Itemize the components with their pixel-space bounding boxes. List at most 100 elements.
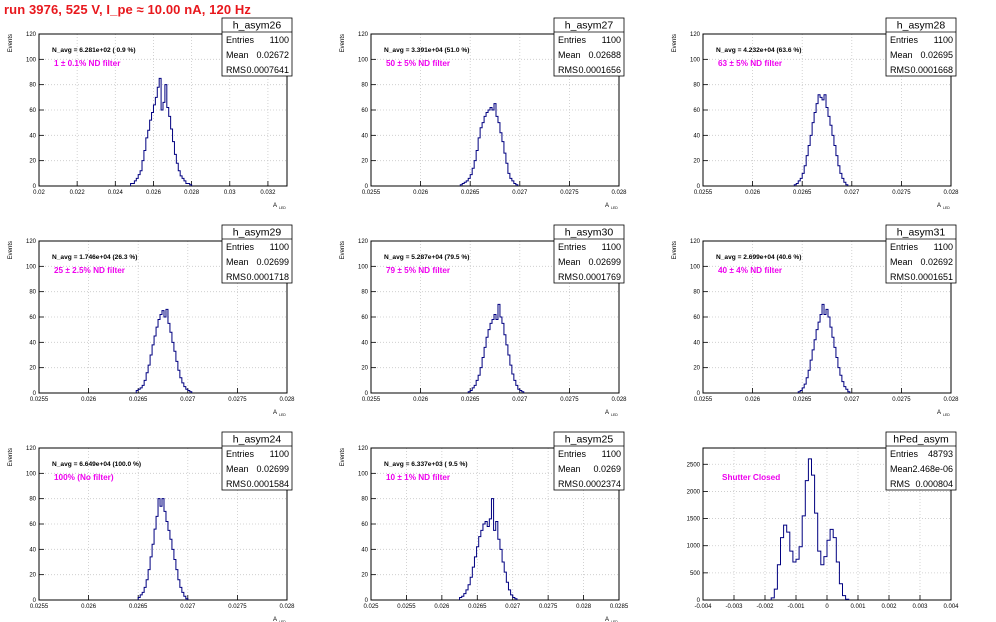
histogram-bin — [492, 110, 494, 186]
stats-box — [221, 431, 293, 491]
histogram-bin — [489, 519, 491, 600]
histogram-bin — [491, 499, 493, 600]
x-tick-label: 0.0275 — [560, 397, 579, 403]
x-tick-label: 0.027 — [844, 190, 860, 196]
histogram-bin — [798, 392, 800, 393]
histogram-bin — [800, 178, 802, 186]
histogram-bin — [182, 592, 184, 600]
stats-label: RMS — [226, 65, 246, 75]
filter-label: 100% (No filter) — [54, 473, 114, 482]
histogram-bin — [178, 370, 180, 393]
histogram-bin — [136, 178, 138, 186]
y-tick-label: 100 — [358, 471, 369, 477]
histogram-bin — [184, 387, 186, 393]
histogram-name: h_asym25 — [565, 434, 614, 446]
x-tick-label: 0.032 — [260, 190, 276, 196]
histogram-bin — [812, 123, 814, 186]
histogram-bin — [781, 538, 784, 600]
histogram-bin — [802, 516, 805, 600]
histogram-bin — [466, 590, 468, 600]
stats-value: 0.0002374 — [578, 479, 621, 489]
histogram-bin — [184, 596, 186, 600]
histogram-bin — [160, 506, 162, 600]
histogram-bin — [828, 116, 830, 186]
stats-label: Entries — [890, 35, 919, 45]
histogram-bin — [821, 565, 824, 600]
stats-label: RMS — [558, 65, 578, 75]
histogram-bin — [490, 323, 492, 393]
y-tick-label: 80 — [361, 83, 368, 89]
histogram-bin — [516, 185, 518, 186]
histogram-bin — [793, 562, 796, 600]
x-tick-label: 0.027 — [180, 604, 196, 610]
y-tick-label: 60 — [693, 315, 700, 321]
histogram-bin — [479, 537, 481, 600]
histogram-bin — [826, 309, 828, 393]
y-tick-label: 20 — [361, 573, 368, 579]
histogram-bin — [131, 183, 133, 186]
x-tick-label: 0.028 — [943, 190, 959, 196]
x-tick-label: 0.0255 — [362, 190, 381, 196]
y-tick-label: 40 — [361, 547, 368, 553]
x-axis-label-sub: LED — [279, 620, 286, 622]
stats-value: 48793 — [928, 449, 953, 459]
histogram-bin — [142, 385, 144, 393]
histogram-name: h_asym26 — [233, 20, 282, 32]
x-tick-label: 0.026 — [413, 397, 429, 403]
histogram-bin — [833, 538, 836, 600]
histogram-bin — [484, 347, 486, 393]
stats-value: 0.0007641 — [246, 65, 289, 75]
histogram-bin — [502, 142, 504, 186]
histogram-bin — [174, 351, 176, 393]
x-tick-label: 0.026 — [413, 190, 429, 196]
histogram-bin — [184, 181, 186, 186]
histogram-bin — [487, 527, 489, 600]
x-tick-label: 0.0255 — [397, 604, 416, 610]
stats-label: Entries — [558, 242, 587, 252]
histogram-bin — [500, 317, 502, 393]
histogram-bin — [180, 378, 182, 393]
x-tick-label: 0.028 — [611, 397, 627, 403]
histogram-bin — [144, 151, 146, 186]
histogram-bin — [478, 138, 480, 186]
histogram-bin — [808, 459, 811, 600]
y-tick-label: 60 — [29, 108, 36, 114]
x-tick-label: 0.0275 — [228, 397, 247, 403]
histogram-bin — [148, 130, 150, 186]
histogram-bin — [506, 582, 508, 600]
x-tick-label: 0.0255 — [362, 397, 381, 403]
x-tick-label: 0.0275 — [539, 604, 558, 610]
histogram-bin — [152, 345, 154, 393]
histogram-bin — [810, 135, 812, 186]
histogram-bin — [818, 95, 820, 186]
y-tick-label: 0 — [365, 184, 369, 190]
histogram-bin — [186, 599, 188, 600]
histogram-bin — [826, 107, 828, 186]
stats-value: 1100 — [602, 35, 621, 45]
y-tick-label: 60 — [361, 315, 368, 321]
x-axis-label-sub: LED — [279, 413, 286, 417]
y-axis-label: Events — [340, 34, 346, 52]
histogram-bin — [511, 595, 513, 600]
y-tick-label: 40 — [361, 133, 368, 139]
y-tick-label: 2000 — [687, 489, 701, 495]
x-tick-label: 0.028 — [943, 397, 959, 403]
histogram-bin — [844, 182, 846, 186]
y-tick-label: 40 — [29, 133, 36, 139]
stats-box — [221, 17, 293, 77]
stats-value: 0.000804 — [915, 479, 953, 489]
histogram-bin — [172, 549, 174, 600]
x-tick-label: 0.026 — [81, 604, 97, 610]
histogram-bin — [146, 580, 148, 600]
x-tick-label: 0.025 — [363, 604, 379, 610]
y-tick-label: 60 — [361, 522, 368, 528]
histogram-bin — [157, 87, 159, 186]
histogram-bin — [158, 499, 160, 600]
stats-value: 0.0001769 — [578, 272, 621, 282]
histogram-bin — [824, 314, 826, 393]
histogram-bin — [138, 597, 140, 600]
histogram-bin — [820, 314, 822, 393]
histogram-bin — [486, 337, 488, 393]
histogram-bin — [178, 171, 180, 186]
histogram-bin — [166, 521, 168, 600]
